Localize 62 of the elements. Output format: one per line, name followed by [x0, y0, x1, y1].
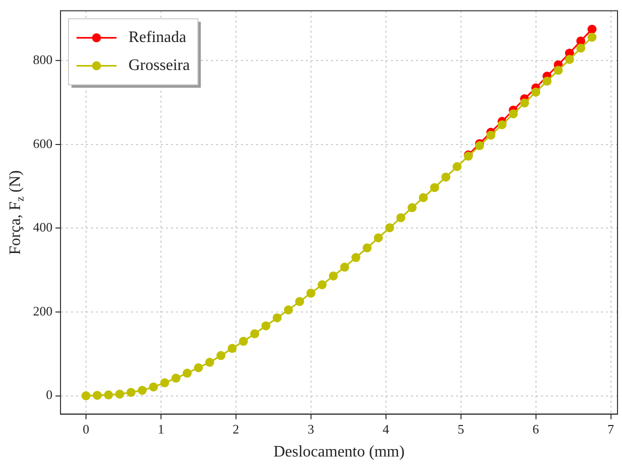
point: [126, 388, 136, 397]
x-tick-label: 4: [382, 421, 390, 436]
point: [306, 288, 316, 298]
point: [588, 24, 597, 34]
point: [115, 390, 124, 399]
point: [385, 223, 394, 232]
x-axis-title: Deslocamento (mm): [273, 444, 405, 461]
point: [430, 183, 440, 192]
point: [92, 390, 102, 400]
x-tick-label: 6: [532, 421, 540, 436]
legend-label: Grosseira: [128, 57, 190, 74]
y-tick-label: 0: [46, 387, 52, 402]
point: [452, 162, 462, 172]
x-tick-label: 0: [82, 421, 90, 436]
point: [205, 358, 214, 367]
point: [351, 253, 360, 262]
x-tick-label: 5: [458, 421, 464, 436]
point: [250, 329, 260, 338]
x-tick-label: 3: [308, 421, 314, 436]
point: [160, 378, 170, 388]
point: [104, 390, 113, 400]
point: [441, 172, 450, 182]
point: [328, 271, 338, 280]
point: [508, 109, 518, 118]
point: [171, 374, 180, 383]
y-tick-label: 400: [33, 220, 52, 235]
x-tick-label: 2: [232, 421, 240, 436]
point: [362, 243, 372, 252]
point: [486, 130, 496, 140]
y-axis-title: Força, Fz (N): [7, 170, 27, 255]
point: [238, 336, 248, 346]
legend-label: Refinada: [128, 29, 186, 46]
point: [588, 32, 597, 42]
point: [228, 344, 237, 353]
point: [520, 98, 530, 108]
x-tick-label: 1: [158, 421, 164, 436]
point: [531, 88, 540, 97]
point: [576, 44, 586, 53]
point: [408, 203, 417, 212]
point: [498, 120, 507, 130]
point: [396, 213, 406, 222]
point: [340, 262, 350, 272]
point: [295, 297, 304, 306]
y-tick-label: 600: [33, 136, 52, 151]
point: [261, 321, 270, 330]
point: [148, 382, 158, 392]
point: [554, 66, 563, 75]
point: [418, 193, 428, 202]
point: [565, 54, 574, 64]
point: [318, 280, 327, 290]
point: [194, 363, 203, 372]
x-tick-label: 7: [608, 421, 615, 436]
y-tick-label: 200: [33, 303, 52, 318]
point: [138, 386, 147, 395]
y-tick-label: 800: [33, 52, 52, 68]
point: [272, 313, 282, 322]
point: [542, 76, 552, 86]
point: [182, 368, 192, 378]
point: [81, 391, 90, 400]
point: [374, 233, 383, 242]
point: [216, 351, 226, 360]
point: [284, 305, 293, 314]
